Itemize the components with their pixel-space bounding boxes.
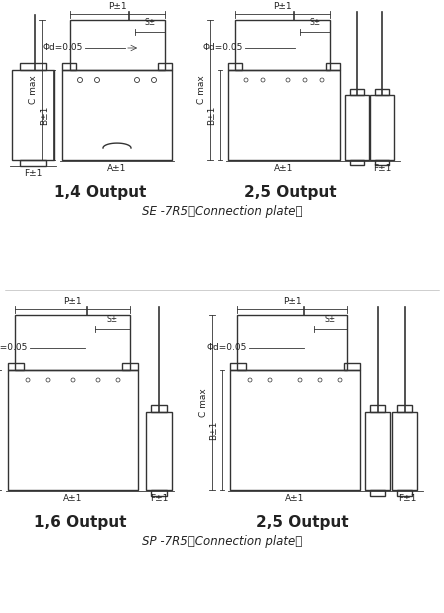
- Bar: [375, 89, 389, 95]
- Bar: [235, 20, 330, 70]
- Text: P±1: P±1: [108, 2, 127, 11]
- Text: F±1: F±1: [150, 494, 168, 503]
- Bar: [370, 490, 385, 496]
- Bar: [228, 70, 340, 160]
- Bar: [350, 89, 364, 95]
- Bar: [392, 412, 417, 490]
- Bar: [62, 70, 172, 160]
- Text: 2,5 Output: 2,5 Output: [244, 185, 336, 200]
- Text: B±1: B±1: [207, 105, 216, 124]
- Text: F±1: F±1: [24, 169, 42, 178]
- Text: Φd=0.05: Φd=0.05: [206, 343, 247, 352]
- Bar: [397, 405, 412, 412]
- Bar: [370, 405, 385, 412]
- Text: C max: C max: [29, 75, 38, 104]
- Text: P±1: P±1: [63, 297, 82, 306]
- Bar: [375, 160, 389, 165]
- Bar: [365, 412, 390, 490]
- Bar: [350, 160, 364, 165]
- Bar: [228, 63, 242, 70]
- Bar: [230, 363, 246, 370]
- Text: S±: S±: [107, 315, 118, 324]
- Text: Φd=0.05: Φd=0.05: [43, 44, 83, 53]
- Bar: [8, 363, 24, 370]
- Text: F±1: F±1: [398, 494, 416, 503]
- Bar: [230, 370, 360, 490]
- Bar: [20, 160, 46, 166]
- Bar: [20, 63, 46, 70]
- Text: A±1: A±1: [63, 494, 83, 503]
- Text: A±1: A±1: [285, 494, 305, 503]
- Text: S±: S±: [144, 18, 155, 27]
- Bar: [326, 63, 340, 70]
- Bar: [12, 70, 54, 160]
- Text: SE -7R5（Connection plate）: SE -7R5（Connection plate）: [142, 205, 302, 218]
- Text: P±1: P±1: [283, 297, 301, 306]
- Bar: [158, 63, 172, 70]
- Text: B±1: B±1: [40, 105, 49, 124]
- Text: 2,5 Output: 2,5 Output: [256, 515, 348, 530]
- Text: P±1: P±1: [273, 2, 292, 11]
- Bar: [8, 370, 138, 490]
- Text: Φd=0.05: Φd=0.05: [202, 44, 243, 53]
- Bar: [62, 63, 76, 70]
- Text: F±1: F±1: [373, 164, 391, 173]
- Bar: [146, 412, 172, 490]
- Text: 1,4 Output: 1,4 Output: [54, 185, 146, 200]
- Bar: [345, 95, 369, 160]
- Bar: [122, 363, 138, 370]
- Bar: [370, 95, 394, 160]
- Text: A±1: A±1: [107, 164, 127, 173]
- Text: C max: C max: [199, 388, 208, 417]
- Bar: [397, 490, 412, 496]
- Text: SP -7R5（Connection plate）: SP -7R5（Connection plate）: [142, 535, 302, 548]
- Text: A±1: A±1: [274, 164, 293, 173]
- Bar: [151, 405, 167, 412]
- Text: 1,6 Output: 1,6 Output: [34, 515, 126, 530]
- Text: C max: C max: [197, 75, 206, 104]
- Text: B±1: B±1: [209, 421, 218, 440]
- Bar: [237, 315, 347, 370]
- Bar: [70, 20, 165, 70]
- Bar: [15, 315, 130, 370]
- Text: S±: S±: [325, 315, 336, 324]
- Bar: [344, 363, 360, 370]
- Text: S±: S±: [309, 18, 321, 27]
- Text: Φd=0.05: Φd=0.05: [0, 343, 28, 352]
- Bar: [151, 490, 167, 496]
